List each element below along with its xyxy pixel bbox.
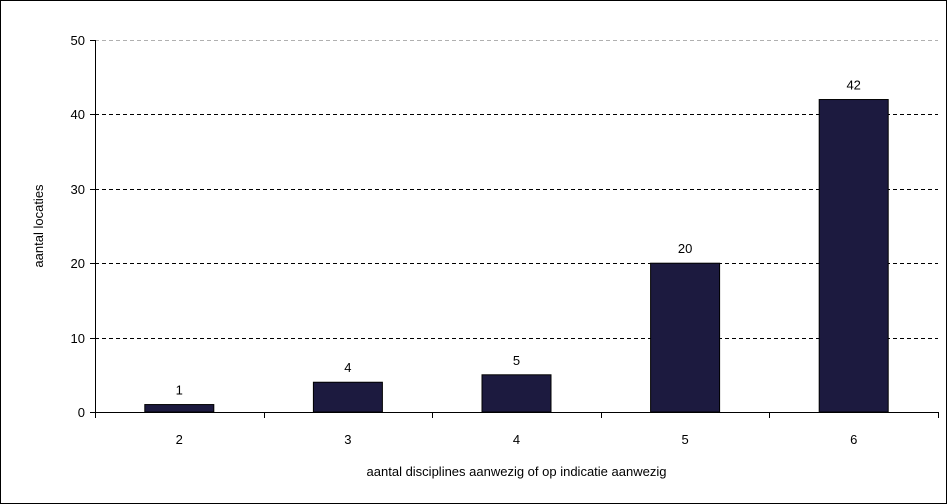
y-tick-label: 30 — [71, 182, 85, 197]
bars — [144, 99, 889, 413]
axes — [90, 40, 939, 418]
bar — [818, 99, 889, 413]
gridlines — [95, 40, 938, 339]
y-axis-title: aantal locaties — [31, 184, 46, 268]
y-tick-label: 10 — [71, 331, 85, 346]
bar — [481, 374, 552, 413]
x-tick-label: 6 — [850, 432, 857, 447]
x-tick-label: 4 — [513, 432, 520, 447]
y-tick-label: 50 — [71, 33, 85, 48]
bar — [144, 404, 215, 413]
data-label: 5 — [513, 353, 520, 368]
data-label: 20 — [678, 241, 692, 256]
data-label: 42 — [846, 78, 860, 93]
x-tick-label: 5 — [681, 432, 688, 447]
x-tick-label: 3 — [344, 432, 351, 447]
y-tick-labels: 0 10 20 30 40 50 — [71, 33, 85, 420]
data-label: 4 — [344, 360, 351, 375]
x-axis-title: aantal disciplines aanwezig of op indica… — [367, 464, 667, 479]
bar — [650, 262, 721, 413]
y-tick-label: 0 — [78, 405, 85, 420]
x-tick-label: 2 — [176, 432, 183, 447]
x-tick-labels: 2 3 4 5 6 — [176, 432, 858, 447]
data-label: 1 — [176, 383, 183, 398]
data-labels: 1 4 5 20 42 — [176, 78, 861, 398]
y-tick-label: 20 — [71, 256, 85, 271]
y-tick-label: 40 — [71, 107, 85, 122]
bar — [312, 381, 383, 413]
